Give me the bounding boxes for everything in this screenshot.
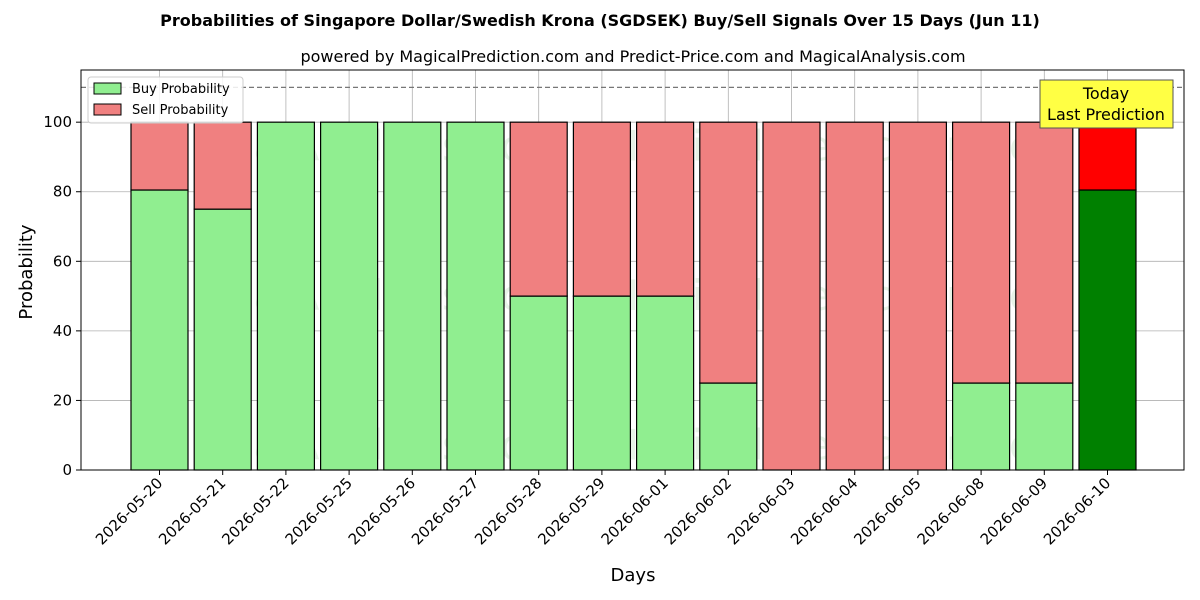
x-tick-label: 2026-06-02 xyxy=(661,474,735,548)
today-annotation: Today Last Prediction xyxy=(1039,79,1174,129)
sell-bar xyxy=(699,121,758,384)
y-tick-label: 40 xyxy=(53,322,72,340)
x-tick-label: 2026-05-22 xyxy=(218,474,292,548)
buy-bar xyxy=(1015,382,1074,471)
buy-bar xyxy=(1078,189,1137,471)
legend-label-buy: Buy Probability xyxy=(132,82,230,97)
sell-bar xyxy=(888,121,948,471)
buy-bar xyxy=(699,382,758,471)
x-tick-label: 2026-05-21 xyxy=(155,474,229,548)
x-tick-label: 2026-06-05 xyxy=(850,474,924,548)
x-tick-label: 2026-05-27 xyxy=(408,474,482,548)
buy-bar xyxy=(572,295,632,471)
annotation-box xyxy=(1039,79,1174,129)
sell-bar xyxy=(762,121,821,471)
x-tick-label: 2026-06-04 xyxy=(787,474,861,548)
x-tick-label: 2026-05-29 xyxy=(534,474,608,548)
legend-box xyxy=(87,76,244,124)
y-axis-label: Probability xyxy=(16,224,37,319)
x-tick-label: 2026-06-01 xyxy=(598,474,672,548)
y-tick-label: 60 xyxy=(53,252,72,270)
buy-bar xyxy=(446,121,505,471)
annotation-line-2: Last Prediction xyxy=(1047,105,1165,124)
y-tick-label: 80 xyxy=(53,183,72,201)
sell-bar xyxy=(635,121,695,297)
chart-subtitle: powered by MagicalPrediction.com and Pre… xyxy=(300,47,965,66)
x-tick-label: 2026-06-03 xyxy=(724,474,798,548)
sell-bar xyxy=(825,121,884,471)
buy-bar xyxy=(193,208,252,471)
sell-bar xyxy=(130,121,189,191)
legend-swatch-sell xyxy=(93,103,122,116)
buy-bar xyxy=(130,189,189,471)
sell-bar xyxy=(572,121,632,297)
x-tick-label: 2026-05-26 xyxy=(345,474,419,548)
legend-label-sell: Sell Probability xyxy=(132,103,229,118)
sell-bar xyxy=(1078,121,1137,191)
sell-bar xyxy=(509,121,568,297)
x-tick-label: 2026-05-28 xyxy=(471,474,545,548)
buy-bar xyxy=(320,121,379,471)
buy-bar xyxy=(256,121,315,471)
y-tick-label: 20 xyxy=(53,391,72,409)
bars xyxy=(130,121,1137,471)
x-tick-label: 2026-06-09 xyxy=(977,474,1051,548)
x-axis-label: Days xyxy=(611,565,656,586)
annotation-line-1: Today xyxy=(1082,84,1129,103)
legend: Buy Probability Sell Probability xyxy=(87,76,244,124)
sell-bar xyxy=(193,121,252,210)
y-tick-label: 0 xyxy=(62,461,72,479)
x-tick-label: 2026-06-10 xyxy=(1040,474,1114,548)
buy-bar xyxy=(509,295,568,471)
x-tick-label: 2026-05-25 xyxy=(282,474,356,548)
buy-bar xyxy=(383,121,442,471)
sell-bar xyxy=(1015,121,1074,384)
y-tick-label: 100 xyxy=(43,113,72,131)
buy-bar xyxy=(951,382,1011,471)
buy-bar xyxy=(635,295,695,471)
x-tick-label: 2026-05-20 xyxy=(92,474,166,548)
chart-title: Probabilities of Singapore Dollar/Swedis… xyxy=(160,11,1040,30)
legend-swatch-buy xyxy=(93,82,122,95)
x-tick-label: 2026-06-08 xyxy=(914,474,988,548)
sell-bar xyxy=(951,121,1011,384)
plot-frame xyxy=(80,69,1185,471)
